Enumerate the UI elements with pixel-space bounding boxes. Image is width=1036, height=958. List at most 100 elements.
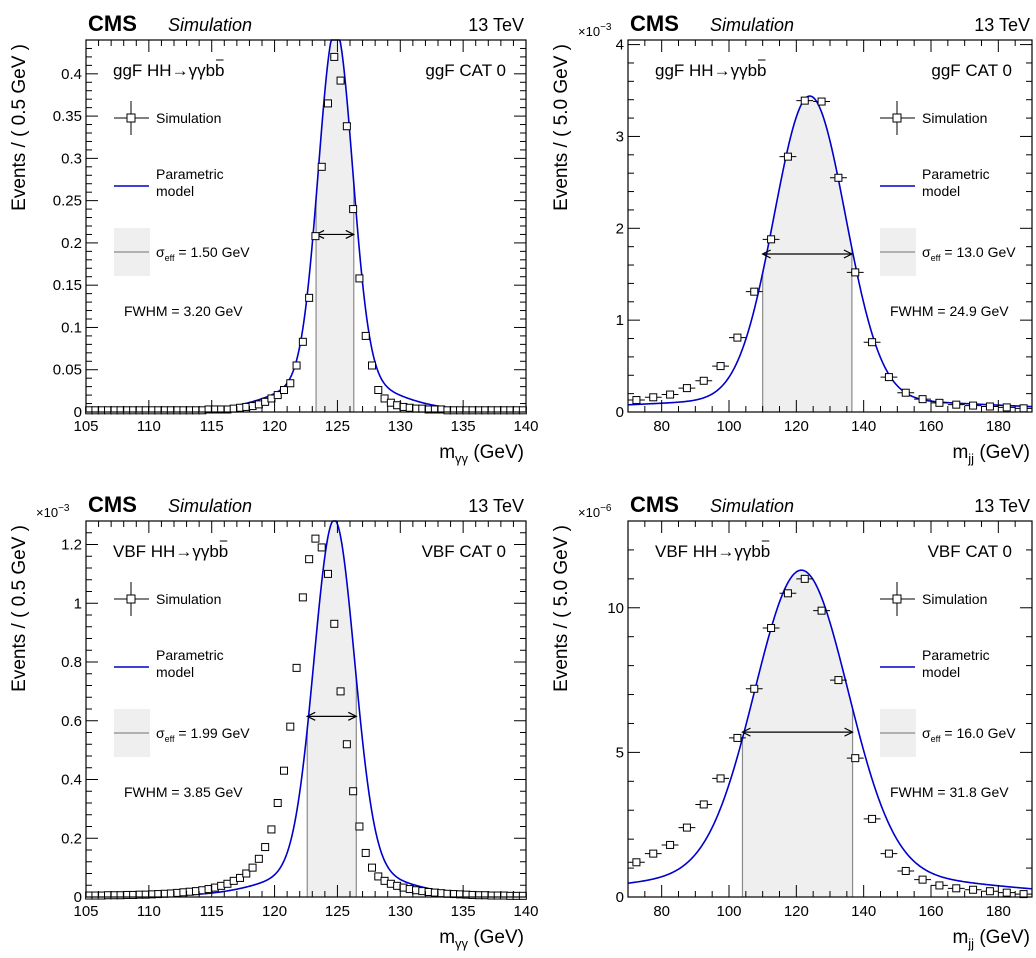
marker: [952, 884, 961, 893]
x-tick-label: 120: [784, 418, 809, 435]
marker: [518, 406, 527, 415]
marker: [330, 619, 339, 628]
x-tick-label: 180: [986, 418, 1011, 435]
legend-sigma-label: σeff = 1.99 GeV: [156, 725, 250, 744]
marker: [666, 390, 675, 399]
data-point: [286, 722, 295, 731]
category-label: VBF CAT 0: [928, 542, 1012, 561]
marker: [868, 338, 877, 347]
marker: [750, 287, 759, 296]
parametric-model-curve: [627, 95, 1033, 408]
data-point: [644, 849, 662, 858]
x-tick-label: 100: [716, 903, 741, 920]
category-label: ggF CAT 0: [931, 61, 1012, 80]
legend-fwhm-label: FWHM = 3.20 GeV: [124, 303, 243, 319]
legend-points-label: Simulation: [156, 591, 221, 607]
data-point: [729, 733, 746, 742]
marker: [783, 152, 792, 161]
data-point: [361, 331, 370, 340]
marker: [361, 848, 370, 857]
marker: [368, 361, 376, 370]
plot-frame: [85, 520, 527, 898]
x-axis-title: mjj (GeV): [952, 442, 1030, 466]
x-tick-label: 80: [653, 418, 670, 435]
data-point: [813, 606, 830, 615]
marker: [286, 379, 295, 388]
marker: [305, 293, 314, 302]
data-point: [695, 800, 713, 809]
data-point: [254, 854, 263, 863]
process-label: ggF HH→γγbb: [113, 61, 225, 80]
marker: [361, 331, 370, 340]
marker: [1002, 888, 1011, 897]
data-point: [880, 373, 898, 382]
data-point: [374, 872, 383, 881]
marker: [699, 376, 708, 385]
x-tick-label: 100: [716, 418, 741, 435]
y-axis-title: Events / ( 0.5 GeV ): [9, 525, 30, 692]
data-point: [628, 858, 645, 867]
x-tick-label: 105: [73, 418, 98, 435]
marker: [1019, 890, 1028, 899]
data-point: [248, 863, 257, 872]
energy-label: 13 TeV: [468, 15, 524, 35]
data-point: [355, 274, 364, 283]
marker: [261, 843, 270, 852]
legend-points-marker: [892, 113, 902, 123]
legend-sigma-label: σeff = 13.0 GeV: [922, 244, 1016, 263]
parametric-model-curve: [86, 520, 526, 897]
marker: [969, 401, 978, 410]
data-point: [947, 884, 965, 893]
marker: [330, 52, 339, 61]
marker: [336, 687, 345, 696]
data-point: [661, 840, 679, 849]
y-tick-label: 0.4: [61, 66, 82, 83]
marker: [349, 205, 358, 214]
legend-model-label-2: model: [156, 664, 194, 680]
marker: [800, 574, 809, 583]
data-point: [273, 391, 282, 400]
legend-points-label: Simulation: [922, 110, 987, 126]
y-tick-label: 0.05: [53, 362, 82, 379]
legend-points-label: Simulation: [156, 110, 221, 126]
marker: [280, 766, 288, 775]
data-point: [796, 574, 814, 583]
marker: [682, 384, 691, 393]
plot-frame: [85, 39, 527, 413]
marker: [349, 787, 358, 796]
marker: [236, 873, 244, 882]
data-point: [273, 799, 282, 807]
data-point: [931, 398, 948, 407]
y-tick-label: 0.15: [53, 277, 82, 294]
legend-model-label-2: model: [156, 183, 194, 199]
marker: [699, 800, 708, 809]
data-point: [349, 205, 358, 214]
y-exponent: ×10−3: [578, 22, 612, 39]
marker: [273, 799, 282, 807]
data-point: [846, 754, 864, 763]
marker: [298, 593, 307, 602]
data-point: [661, 390, 679, 399]
marker: [716, 774, 725, 783]
fwhm-arrowhead-left: [741, 727, 751, 737]
data-point: [931, 881, 948, 890]
simulation-points: [85, 52, 527, 415]
marker: [767, 235, 776, 244]
data-point: [355, 822, 364, 831]
x-tick-label: 135: [451, 903, 476, 920]
data-point: [342, 122, 351, 131]
y-axis-title: Events / ( 0.5 GeV ): [9, 44, 30, 211]
marker: [374, 872, 383, 881]
y-tick-label: 0.2: [61, 235, 82, 252]
y-exponent: ×10−3: [36, 503, 70, 520]
x-tick-label: 140: [513, 418, 538, 435]
y-tick-label: 0.2: [61, 830, 82, 847]
data-point: [317, 162, 326, 171]
y-tick-label: 2: [616, 220, 624, 237]
panel-2: 80 100 120 140 160 180 0 1 2 3 4×10−3 CMS Simulation…: [551, 11, 1033, 466]
legend-fwhm-label: FWHM = 31.8 GeV: [890, 784, 1009, 800]
x-tick-label: 120: [262, 903, 287, 920]
marker: [985, 887, 994, 896]
